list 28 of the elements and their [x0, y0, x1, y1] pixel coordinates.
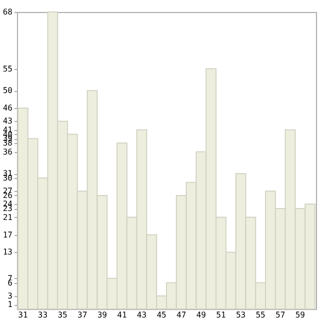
x-tick-label: 39 — [97, 310, 108, 320]
x-tick-label: 43 — [136, 310, 147, 320]
y-tick-label: 36 — [2, 147, 13, 156]
x-tick-label: 33 — [38, 310, 48, 320]
y-tick-label: 55 — [2, 64, 13, 74]
x-tick-label: 55 — [256, 310, 266, 320]
y-tick-label: 38 — [2, 138, 13, 148]
y-tick-label: 1 — [8, 300, 13, 310]
x-tick-label: 45 — [156, 310, 167, 320]
y-tick-label: 50 — [2, 86, 13, 96]
x-tick-label: 37 — [78, 310, 88, 320]
x-tick-label: 41 — [117, 310, 127, 320]
y-tick-label: 13 — [2, 248, 13, 257]
y-tick-label: 21 — [2, 212, 13, 222]
x-tick-label: 31 — [18, 310, 28, 320]
x-tick-label: 59 — [295, 310, 306, 320]
y-tick-label: 17 — [2, 230, 13, 240]
y-tick-label: 23 — [2, 204, 13, 214]
y-tick-label: 3 — [8, 291, 13, 300]
y-tick-label: 68 — [2, 8, 13, 16]
y-tick-label: 43 — [2, 116, 13, 126]
x-tick-label: 51 — [216, 310, 226, 320]
y-tick-label: 46 — [2, 104, 13, 113]
x-tick-label: 57 — [276, 310, 286, 320]
x-tick-label: 49 — [196, 310, 206, 320]
x-tick-label: 53 — [236, 310, 246, 320]
x-tick-label: 35 — [58, 310, 68, 320]
x-tick-label: 47 — [176, 310, 186, 320]
